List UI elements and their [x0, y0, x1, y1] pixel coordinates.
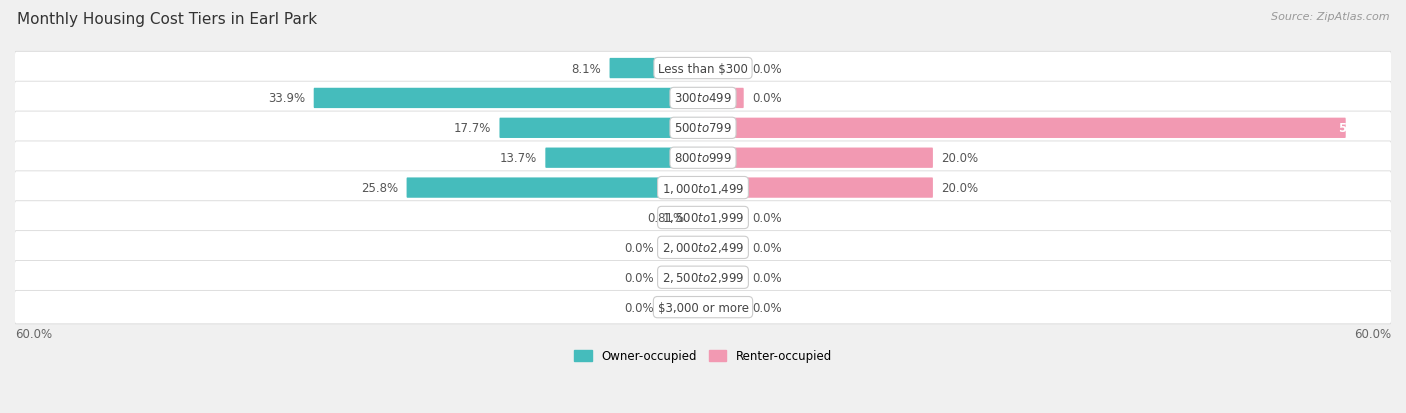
Text: Less than $300: Less than $300 — [658, 62, 748, 75]
FancyBboxPatch shape — [662, 237, 703, 258]
Text: 60.0%: 60.0% — [15, 328, 52, 341]
FancyBboxPatch shape — [703, 178, 934, 198]
Text: 56.0%: 56.0% — [1339, 122, 1379, 135]
FancyBboxPatch shape — [703, 297, 744, 318]
Text: 0.81%: 0.81% — [647, 211, 685, 224]
Text: $300 to $499: $300 to $499 — [673, 92, 733, 105]
Text: 0.0%: 0.0% — [624, 301, 654, 314]
FancyBboxPatch shape — [14, 142, 1392, 175]
Text: 13.7%: 13.7% — [499, 152, 537, 165]
Text: 33.9%: 33.9% — [269, 92, 305, 105]
FancyBboxPatch shape — [14, 171, 1392, 205]
Text: 0.0%: 0.0% — [752, 241, 782, 254]
Text: 20.0%: 20.0% — [942, 152, 979, 165]
Text: Source: ZipAtlas.com: Source: ZipAtlas.com — [1271, 12, 1389, 22]
Text: 20.0%: 20.0% — [942, 182, 979, 195]
Text: 0.0%: 0.0% — [752, 211, 782, 224]
FancyBboxPatch shape — [662, 297, 703, 318]
FancyBboxPatch shape — [14, 52, 1392, 85]
FancyBboxPatch shape — [703, 268, 744, 288]
FancyBboxPatch shape — [14, 82, 1392, 115]
FancyBboxPatch shape — [14, 291, 1392, 324]
Text: Monthly Housing Cost Tiers in Earl Park: Monthly Housing Cost Tiers in Earl Park — [17, 12, 316, 27]
Text: $2,500 to $2,999: $2,500 to $2,999 — [662, 271, 744, 285]
Text: 0.0%: 0.0% — [752, 271, 782, 284]
FancyBboxPatch shape — [314, 88, 703, 109]
FancyBboxPatch shape — [546, 148, 703, 169]
FancyBboxPatch shape — [703, 59, 744, 79]
Text: $2,000 to $2,499: $2,000 to $2,499 — [662, 241, 744, 255]
FancyBboxPatch shape — [406, 178, 703, 198]
Text: $1,000 to $1,499: $1,000 to $1,499 — [662, 181, 744, 195]
Text: 0.0%: 0.0% — [752, 62, 782, 75]
FancyBboxPatch shape — [14, 231, 1392, 264]
Text: 17.7%: 17.7% — [454, 122, 491, 135]
FancyBboxPatch shape — [14, 201, 1392, 235]
FancyBboxPatch shape — [703, 148, 934, 169]
Text: 0.0%: 0.0% — [624, 271, 654, 284]
Text: 0.0%: 0.0% — [752, 301, 782, 314]
Text: $3,000 or more: $3,000 or more — [658, 301, 748, 314]
Text: 0.0%: 0.0% — [752, 92, 782, 105]
FancyBboxPatch shape — [499, 119, 703, 139]
Text: $1,500 to $1,999: $1,500 to $1,999 — [662, 211, 744, 225]
FancyBboxPatch shape — [703, 237, 744, 258]
FancyBboxPatch shape — [703, 208, 744, 228]
Text: 8.1%: 8.1% — [571, 62, 600, 75]
FancyBboxPatch shape — [703, 88, 744, 109]
Text: 60.0%: 60.0% — [1354, 328, 1391, 341]
Legend: Owner-occupied, Renter-occupied: Owner-occupied, Renter-occupied — [569, 345, 837, 367]
FancyBboxPatch shape — [662, 268, 703, 288]
FancyBboxPatch shape — [703, 119, 1346, 139]
FancyBboxPatch shape — [14, 112, 1392, 145]
Text: 0.0%: 0.0% — [624, 241, 654, 254]
FancyBboxPatch shape — [14, 261, 1392, 294]
FancyBboxPatch shape — [662, 208, 703, 228]
FancyBboxPatch shape — [610, 59, 703, 79]
Text: $500 to $799: $500 to $799 — [673, 122, 733, 135]
Text: $800 to $999: $800 to $999 — [673, 152, 733, 165]
Text: 25.8%: 25.8% — [361, 182, 398, 195]
